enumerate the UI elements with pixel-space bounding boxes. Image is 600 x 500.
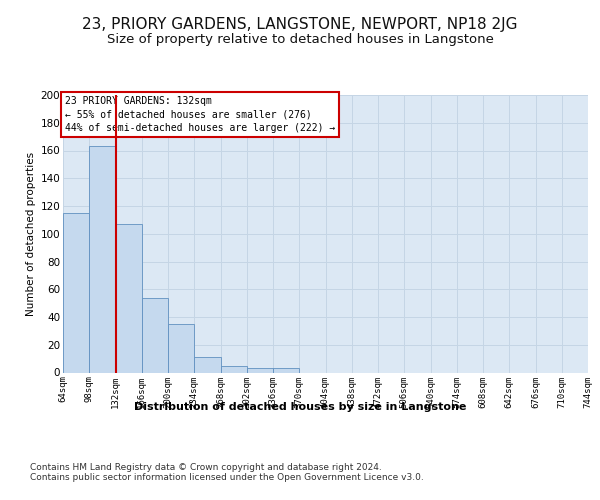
Text: Distribution of detached houses by size in Langstone: Distribution of detached houses by size … — [134, 402, 466, 412]
Bar — [168, 324, 194, 372]
Bar — [142, 298, 168, 372]
Text: 23 PRIORY GARDENS: 132sqm
← 55% of detached houses are smaller (276)
44% of semi: 23 PRIORY GARDENS: 132sqm ← 55% of detac… — [65, 96, 335, 133]
Bar — [221, 366, 247, 372]
Bar — [115, 224, 142, 372]
Bar — [273, 368, 299, 372]
Bar — [247, 368, 273, 372]
Bar — [89, 146, 115, 372]
Text: Size of property relative to detached houses in Langstone: Size of property relative to detached ho… — [107, 32, 493, 46]
Text: Contains HM Land Registry data © Crown copyright and database right 2024.
Contai: Contains HM Land Registry data © Crown c… — [30, 462, 424, 482]
Y-axis label: Number of detached properties: Number of detached properties — [26, 152, 37, 316]
Bar — [194, 357, 221, 372]
Bar — [63, 213, 89, 372]
Text: 23, PRIORY GARDENS, LANGSTONE, NEWPORT, NP18 2JG: 23, PRIORY GARDENS, LANGSTONE, NEWPORT, … — [82, 18, 518, 32]
